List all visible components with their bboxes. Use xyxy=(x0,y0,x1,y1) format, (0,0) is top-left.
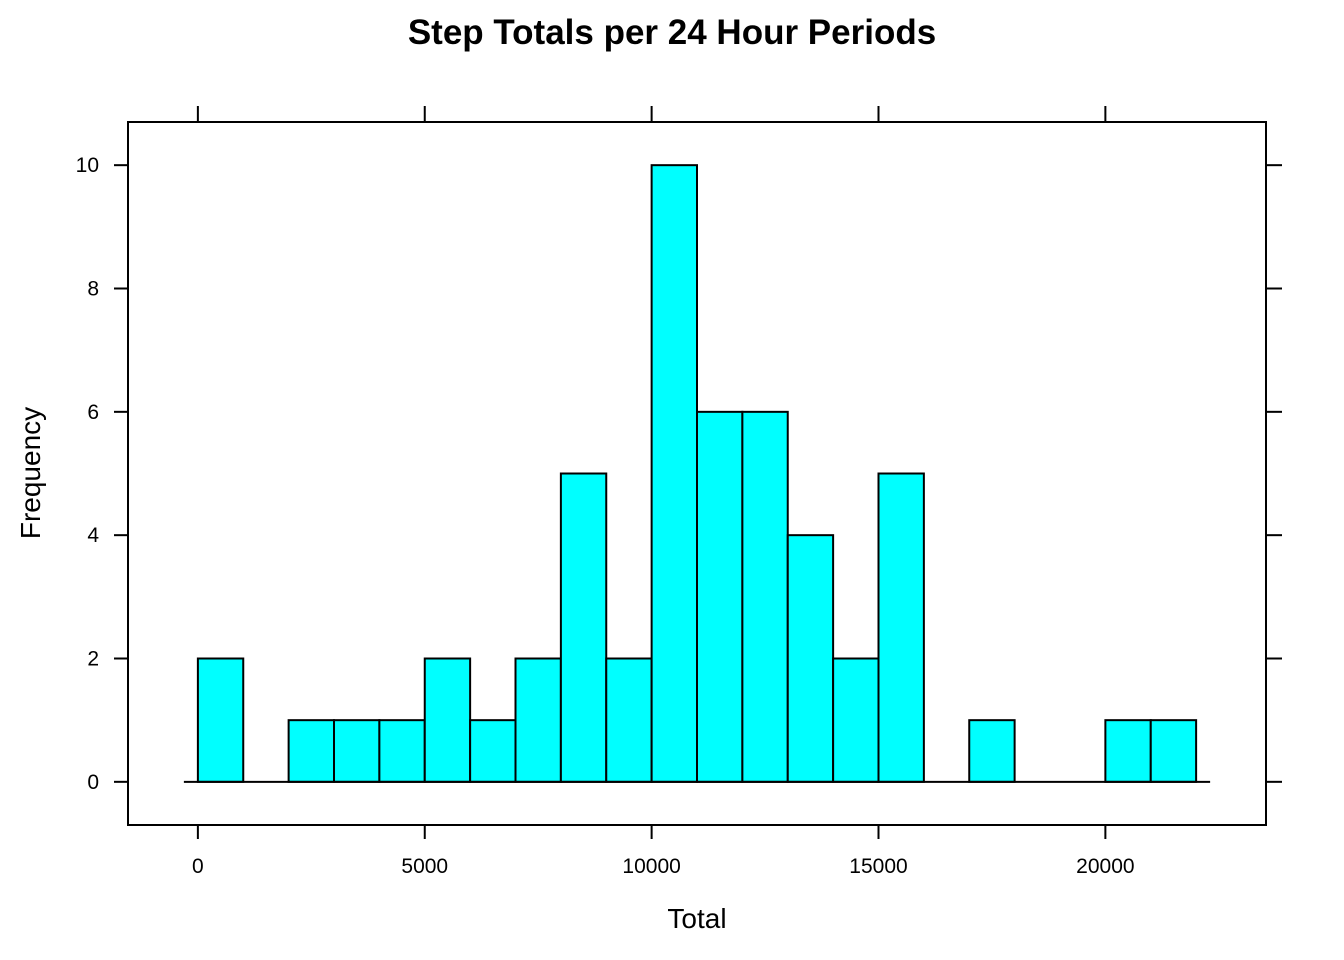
x-tick-label-4: 20000 xyxy=(1076,855,1134,878)
bar-6 xyxy=(469,719,517,783)
bars-group xyxy=(196,164,1198,783)
bar-20 xyxy=(1104,719,1152,783)
y-tick-label-1: 2 xyxy=(87,648,99,671)
bar-2 xyxy=(287,719,336,783)
y-tick-label-3: 6 xyxy=(87,401,99,424)
bar-4 xyxy=(378,719,426,783)
bar-14 xyxy=(832,657,880,783)
y-tick-label-0: 0 xyxy=(87,771,99,794)
bar-0 xyxy=(196,657,245,783)
y-axis-ticks: 0 2 4 6 8 10 xyxy=(76,154,1282,794)
y-tick-label-4: 8 xyxy=(87,278,99,301)
bar-15 xyxy=(877,472,925,783)
x-axis-label: Total xyxy=(667,903,726,934)
plot-frame xyxy=(127,121,1267,826)
y-axis-label: Frequency xyxy=(15,407,46,539)
bar-7 xyxy=(514,657,562,783)
bar-10 xyxy=(650,164,698,783)
x-axis-ticks: 0 5000 10000 15000 20000 xyxy=(192,106,1135,878)
chart-title: Step Totals per 24 Hour Periods xyxy=(408,13,936,52)
bar-17 xyxy=(968,719,1016,783)
bar-11 xyxy=(696,410,744,783)
bar-9 xyxy=(605,657,653,783)
y-tick-label-5: 10 xyxy=(76,154,99,177)
x-tick-label-1: 5000 xyxy=(401,855,448,878)
bar-3 xyxy=(333,719,381,783)
bar-21 xyxy=(1149,719,1198,783)
bar-5 xyxy=(423,657,472,783)
y-tick-label-2: 4 xyxy=(87,524,99,547)
x-tick-label-0: 0 xyxy=(192,855,204,878)
x-tick-label-2: 10000 xyxy=(622,855,680,878)
x-tick-label-3: 15000 xyxy=(849,855,907,878)
bar-13 xyxy=(786,534,835,783)
bar-12 xyxy=(741,410,789,783)
bar-8 xyxy=(559,472,608,783)
